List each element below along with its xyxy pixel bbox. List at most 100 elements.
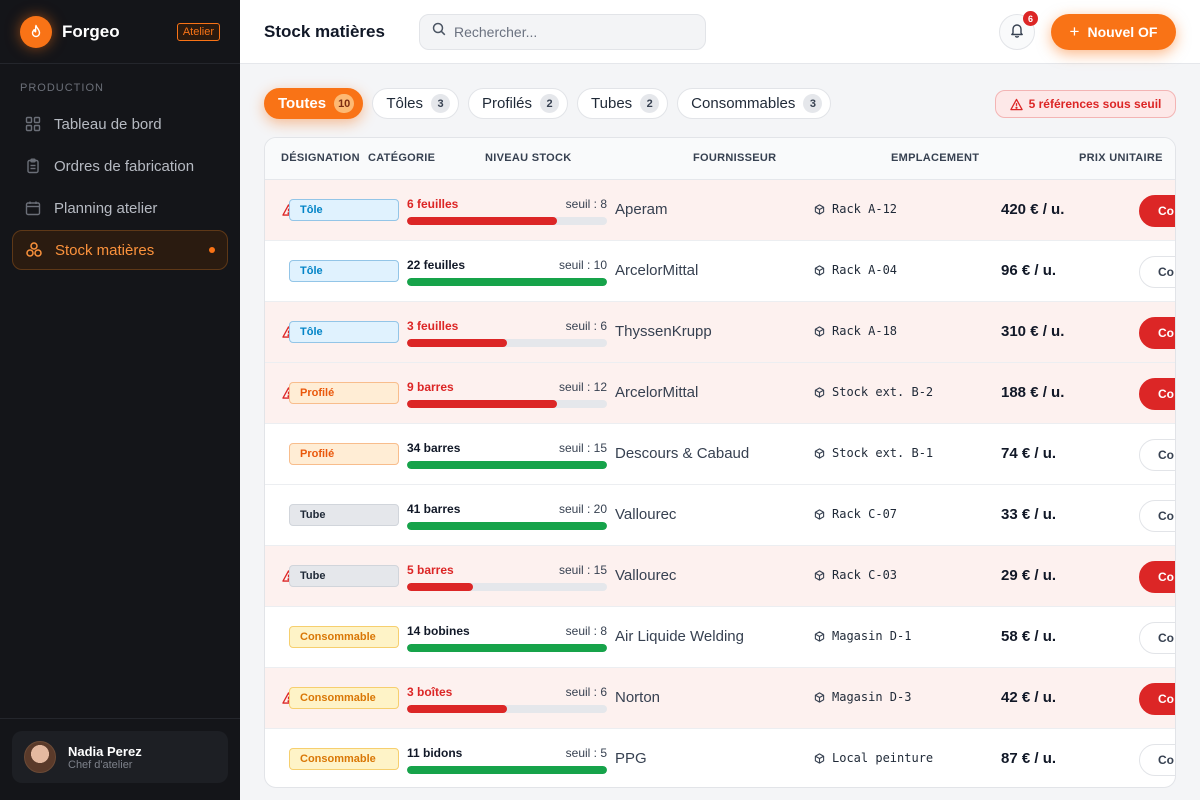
unit-price: 188 € / u. [1001,384,1065,401]
column-header-category[interactable]: CATÉGORIE [368,152,436,164]
supplier-name: ArcelorMittal [615,262,699,279]
unit-price: 96 € / u. [1001,262,1057,279]
search-box[interactable] [419,13,706,50]
filter-chip-toles[interactable]: Tôles 3 [372,88,459,119]
category-badge: Profilé [289,382,399,404]
storage-location: Rack A-18 [814,324,897,338]
stock-quantity: 9 barres [407,380,454,394]
new-work-order-label: Nouvel OF [1087,24,1158,40]
plus-icon: + [1069,22,1080,41]
sidebar-item-work-orders[interactable]: Ordres de fabrication [12,146,228,186]
box-icon [814,630,832,642]
stock-level-bar [407,644,607,652]
app-name: Forgeo [62,21,120,41]
order-button[interactable]: Co [1139,439,1175,471]
stock-level: 3 boîtes seuil : 6 [407,685,607,713]
bell-icon [1009,22,1025,43]
stock-level-bar-fill [407,644,607,652]
unit-price: 310 € / u. [1001,323,1065,340]
column-header-location[interactable]: EMPLACEMENT [891,152,980,164]
order-button[interactable]: Co [1139,561,1175,593]
notification-count-badge: 6 [1023,11,1038,26]
stock-level: 6 feuilles seuil : 8 [407,197,607,225]
table-row[interactable]: Tube 41 barres seuil : 20 Vallourec Rack C-0… [265,485,1175,546]
order-button[interactable]: Co [1139,256,1175,288]
table-body: Tôle 6 feuilles seuil : 8 Aperam Rack A-12 42… [265,180,1175,787]
category-badge: Tôle [289,321,399,343]
filter-label: Tôles [386,95,423,112]
table-row[interactable]: Consommable 3 boîtes seuil : 6 Norton Magasi… [265,668,1175,729]
unit-price: 29 € / u. [1001,567,1057,584]
column-header-unit-price[interactable]: PRIX UNITAIRE [1079,152,1163,164]
supplier-name: Norton [615,689,661,706]
stock-level-bar [407,766,607,774]
category-filters: Toutes 10 Tôles 3 Profilés 2 Tubes 2 Con… [264,88,840,119]
stock-threshold: seuil : 12 [558,380,607,394]
nav-section-label: PRODUCTION [20,82,104,94]
new-work-order-button[interactable]: + Nouvel OF [1051,14,1176,50]
stock-level: 9 barres seuil : 12 [407,380,607,408]
filter-chip-consommables[interactable]: Consommables 3 [677,88,832,119]
stock-threshold: seuil : 6 [565,685,607,699]
storage-location: Stock ext. B-1 [814,446,933,460]
order-button[interactable]: Co [1139,683,1175,715]
flame-logo-icon[interactable] [20,15,52,48]
search-input[interactable] [454,23,674,40]
table-row[interactable]: Consommable 14 bobines seuil : 8 Air Liquid… [265,607,1175,668]
order-button[interactable]: Co [1139,195,1175,227]
stock-quantity: 3 feuilles [407,319,459,333]
stock-quantity: 5 barres [407,563,454,577]
order-button[interactable]: Co [1139,500,1175,532]
order-button[interactable]: Co [1139,622,1175,654]
sidebar-item-stock[interactable]: Stock matières [12,230,228,270]
below-threshold-alert[interactable]: 5 références sous seuil [995,90,1176,118]
table-row[interactable]: Profilé 9 barres seuil : 12 ArcelorMittal St… [265,363,1175,424]
sidebar-item-label: Stock matières [55,241,155,259]
filter-chip-all[interactable]: Toutes 10 [264,88,364,119]
search-icon [432,22,446,41]
stock-level-bar [407,522,607,530]
location-text: Rack A-12 [832,202,898,216]
table-row[interactable]: Tôle 3 feuilles seuil : 6 ThyssenKrupp Rack … [265,302,1175,363]
user-role: Chef d'atelier [68,758,133,771]
table-row[interactable]: Tôle 6 feuilles seuil : 8 Aperam Rack A-12 42… [265,180,1175,241]
category-badge: Consommable [289,687,399,709]
box-icon [814,264,832,276]
sidebar-item-dashboard[interactable]: Tableau de bord [12,104,228,144]
sidebar-item-label: Planning atelier [54,199,158,217]
notifications-button[interactable]: 6 [999,11,1038,50]
stock-level-bar-fill [407,339,507,347]
stock-threshold: seuil : 8 [565,624,607,638]
box-icon [814,386,832,398]
table-row[interactable]: Tôle 22 feuilles seuil : 10 ArcelorMittal Ra… [265,241,1175,302]
filter-chip-profiles[interactable]: Profilés 2 [468,88,569,119]
sidebar-item-planning[interactable]: Planning atelier [12,188,228,228]
table-row[interactable]: Tube 5 barres seuil : 15 Vallourec Rack C-03… [265,546,1175,607]
order-button[interactable]: Co [1139,744,1175,776]
filter-chip-tubes[interactable]: Tubes 2 [577,88,669,119]
column-header-supplier[interactable]: FOURNISSEUR [693,152,777,164]
order-button[interactable]: Co [1139,378,1175,410]
column-header-designation[interactable]: DÉSIGNATION [281,152,360,164]
storage-location: Rack C-03 [814,568,897,582]
location-text: Stock ext. B-1 [832,446,934,460]
sidebar-item-label: Ordres de fabrication [54,157,195,175]
stock-quantity: 11 bidons [407,746,463,760]
storage-location: Rack A-12 [814,202,897,216]
unit-price: 58 € / u. [1001,628,1057,645]
category-badge: Profilé [289,443,399,465]
active-indicator-dot [209,247,215,253]
category-badge: Tube [289,504,399,526]
supplier-name: ArcelorMittal [615,384,699,401]
location-text: Stock ext. B-2 [832,385,934,399]
user-card[interactable]: Nadia Perez Chef d'atelier [12,731,228,783]
table-row[interactable]: Consommable 11 bidons seuil : 5 PPG Local pe… [265,729,1175,787]
order-button[interactable]: Co [1139,317,1175,349]
user-name: Nadia Perez [68,743,142,759]
location-text: Magasin D-1 [832,629,912,643]
stock-level: 14 bobines seuil : 8 [407,624,607,652]
table-row[interactable]: Profilé 34 barres seuil : 15 Descours & Cab… [265,424,1175,485]
filter-label: Profilés [482,95,533,112]
column-header-stock-level[interactable]: NIVEAU STOCK [485,152,572,164]
stock-level-bar [407,400,607,408]
